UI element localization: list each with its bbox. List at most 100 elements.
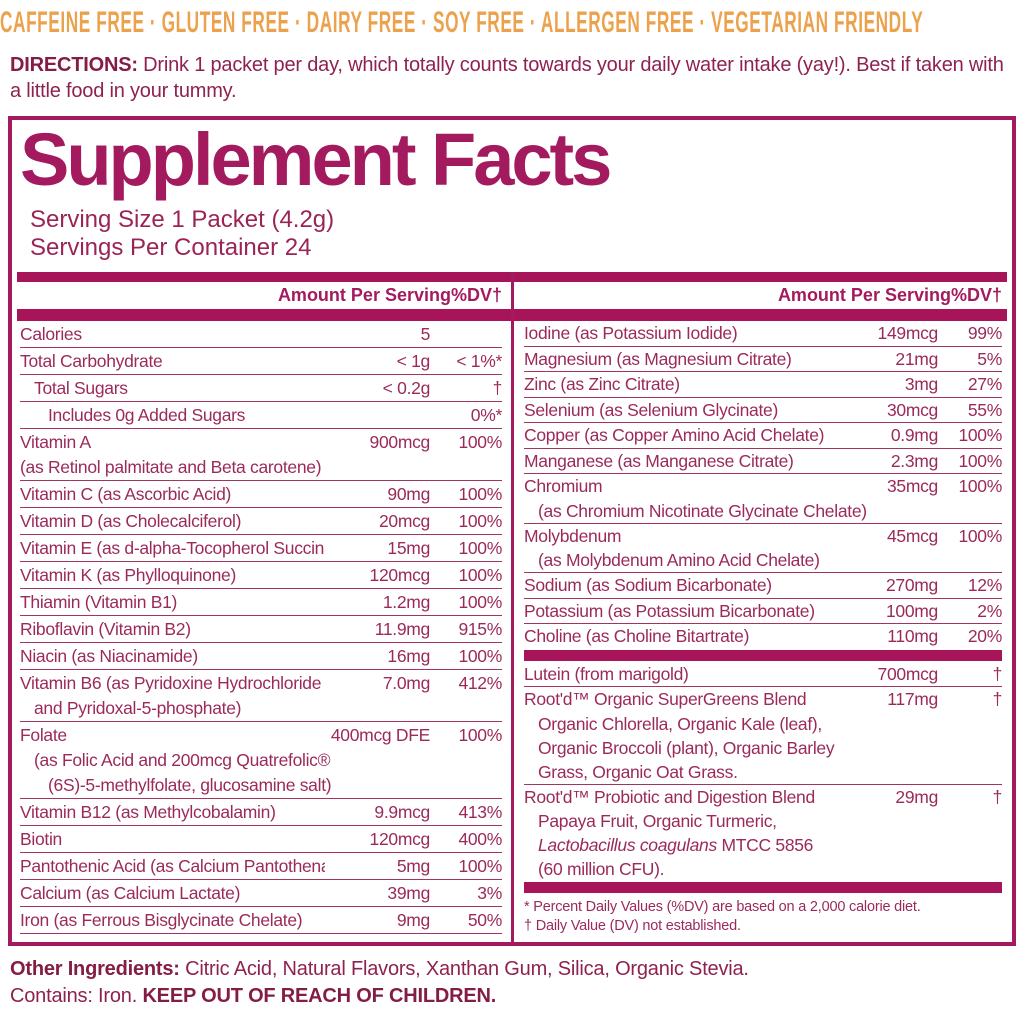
nutrient-label: Riboflavin (Vitamin B2) bbox=[20, 619, 191, 639]
nutrient-row: Copper (as Copper Amino Acid Chelate) 0.9… bbox=[524, 423, 1002, 449]
nutrient-row: Vitamin B12 (as Methylcobalamin) 9.9mcg 41… bbox=[20, 799, 502, 826]
section-divider-bar bbox=[524, 882, 1002, 893]
nutrient-label: Biotin bbox=[20, 829, 62, 849]
nutrient-source-line: Lactobacillus coagulans MTCC 5856 bbox=[538, 835, 814, 855]
nutrient-amount: 5 bbox=[420, 324, 431, 344]
nutrient-amount: 700mcg bbox=[877, 663, 939, 684]
nutrient-row: Magnesium (as Magnesium Citrate) 21mg 5% bbox=[524, 347, 1002, 372]
nutrient-amount: 11.9mg bbox=[374, 619, 431, 639]
nutrient-source-line: (as Molybdenum Amino Acid Chelate) bbox=[538, 550, 820, 570]
nutrient-amount: 0.9mg bbox=[890, 425, 938, 445]
nutrient-table: Amount Per Serving %DV† Amount Per Servi… bbox=[17, 272, 1007, 942]
column-divider-line bbox=[511, 272, 514, 942]
directions-text: Drink 1 packet per day, which totally co… bbox=[10, 54, 1004, 102]
nutrient-label: Chromium bbox=[524, 476, 603, 496]
nutrient-row: Vitamin A 900mcg 100% (as Retinol palmitate… bbox=[20, 429, 502, 481]
nutrient-source-line: (as Folic Acid and 200mcg Quatrefolic® bbox=[34, 750, 331, 770]
dv-header: %DV† bbox=[450, 285, 502, 305]
amount-per-serving-header: Amount Per Serving bbox=[777, 285, 951, 305]
nutrient-source-line: and Pyridoxal-5-phosphate) bbox=[34, 698, 242, 718]
nutrient-dv: 20% bbox=[967, 626, 1002, 646]
nutrient-row: Riboflavin (Vitamin B2) 11.9mg 915% bbox=[20, 616, 502, 643]
nutrient-row: Thiamin (Vitamin B1) 1.2mg 100% bbox=[20, 589, 502, 616]
nutrient-row: Calcium (as Calcium Lactate) 39mg 3% bbox=[20, 880, 502, 907]
nutrient-dv: 100% bbox=[458, 538, 502, 558]
nutrient-row: Vitamin C (as Ascorbic Acid) 90mg 100% bbox=[20, 481, 502, 508]
nutrient-amount: 90mg bbox=[387, 484, 430, 504]
servings-per-container: Servings Per Container 24 bbox=[30, 234, 312, 261]
nutrient-row: Includes 0g Added Sugars 0%* bbox=[20, 402, 502, 429]
nutrient-dv: 100% bbox=[958, 525, 1002, 546]
nutrient-label: Root'd™ Probiotic and Digestion Blend bbox=[524, 786, 815, 807]
nutrient-row: Vitamin K (as Phylloquinone) 120mcg 100% bbox=[20, 562, 502, 589]
nutrient-amount: 15mg bbox=[387, 538, 430, 558]
dv-header: %DV† bbox=[950, 285, 1002, 305]
nutrient-amount: 120mcg bbox=[369, 829, 431, 849]
contains-text: Contains: Iron. bbox=[10, 985, 143, 1007]
supplement-facts-panel: Supplement Facts Serving Size 1 Packet (… bbox=[8, 116, 1016, 946]
amount-per-serving-header: Amount Per Serving bbox=[277, 285, 451, 305]
keep-out-warning: KEEP OUT OF REACH OF CHILDREN. bbox=[142, 985, 497, 1007]
nutrient-row: Niacin (as Niacinamide) 16mg 100% bbox=[20, 643, 502, 670]
nutrient-dv: 0%* bbox=[470, 405, 503, 425]
nutrient-label: Iodine (as Potassium Iodide) bbox=[524, 323, 738, 343]
nutrient-dv: 100% bbox=[958, 425, 1002, 445]
nutrient-column-right: Iodine (as Potassium Iodide) 149mcg 99% Mag… bbox=[512, 321, 1007, 942]
nutrient-row: Iron (as Ferrous Bisglycinate Chelate) 9m… bbox=[20, 907, 502, 934]
nutrient-label: Vitamin C (as Ascorbic Acid) bbox=[20, 484, 232, 504]
nutrient-source-line: (6S)-5-methylfolate, glucosamine salt) bbox=[48, 775, 332, 795]
nutrient-row: Root'd™ Organic SuperGreens Blend 117mg † O… bbox=[524, 687, 1002, 785]
nutrient-label: Zinc (as Zinc Citrate) bbox=[524, 374, 680, 394]
nutrient-label: Manganese (as Manganese Citrate) bbox=[524, 450, 794, 471]
nutrient-label: Vitamin D (as Cholecalciferol) bbox=[20, 511, 242, 531]
nutrient-row: Biotin 120mcg 400% bbox=[20, 826, 502, 853]
free-from-banner-text: CAFFEINE FREE · GLUTEN FREE · DAIRY FREE… bbox=[0, 6, 924, 38]
nutrient-dv: 100% bbox=[458, 511, 502, 531]
nutrient-source-line: Organic Broccoli (plant), Organic Barley bbox=[538, 737, 835, 758]
nutrient-amount: 270mg bbox=[885, 575, 938, 595]
nutrient-label: Magnesium (as Magnesium Citrate) bbox=[524, 348, 792, 369]
nutrient-amount: 120mcg bbox=[369, 565, 431, 585]
nutrient-dv: 100% bbox=[458, 484, 502, 504]
nutrient-row: Sodium (as Sodium Bicarbonate) 270mg 12% bbox=[524, 573, 1002, 599]
nutrient-amount: 900mcg bbox=[369, 432, 431, 452]
nutrient-dv: 100% bbox=[458, 565, 502, 585]
nutrient-amount: < 0.2g bbox=[382, 378, 431, 398]
nutrient-amount: 5mg bbox=[396, 856, 430, 876]
nutrient-label: Molybdenum bbox=[524, 525, 622, 546]
nutrient-row: Zinc (as Zinc Citrate) 3mg 27% bbox=[524, 372, 1002, 398]
nutrient-amount: 16mg bbox=[387, 646, 430, 666]
nutrient-label: Choline (as Choline Bitartrate) bbox=[524, 626, 750, 646]
nutrient-row: Vitamin D (as Cholecalciferol) 20mcg 100% bbox=[20, 508, 502, 535]
column-header-right: Amount Per Serving %DV† bbox=[512, 282, 1007, 309]
nutrient-amount: 20mcg bbox=[378, 511, 430, 531]
serving-size: Serving Size 1 Packet (4.2g) bbox=[30, 206, 335, 233]
nutrient-row: Lutein (from marigold) 700mcg † bbox=[524, 662, 1002, 687]
nutrient-columns: Calories 5 Total Carbohydrate < 1g < 1%* Tota… bbox=[17, 321, 1007, 942]
nutrient-dv: 100% bbox=[458, 856, 502, 876]
nutrient-dv: 100% bbox=[458, 592, 502, 612]
other-ingredients-paragraph: Other Ingredients: Citric Acid, Natural … bbox=[10, 956, 1012, 1010]
nutrient-dv: 3% bbox=[477, 883, 502, 903]
nutrient-row: Selenium (as Selenium Glycinate) 30mcg 55% bbox=[524, 398, 1002, 423]
nutrient-dv: 12% bbox=[967, 575, 1002, 595]
nutrient-amount: 9.9mcg bbox=[374, 802, 430, 822]
column-header-row: Amount Per Serving %DV† Amount Per Servi… bbox=[17, 282, 1007, 309]
nutrient-label: Sodium (as Sodium Bicarbonate) bbox=[524, 575, 772, 595]
nutrient-label: Pantothenic Acid (as Calcium Pantothenat… bbox=[20, 856, 325, 876]
nutrient-dv: 100% bbox=[458, 725, 502, 745]
nutrient-amount: 9mg bbox=[396, 910, 430, 930]
free-from-banner: CAFFEINE FREE · GLUTEN FREE · DAIRY FREE… bbox=[0, 0, 1024, 38]
contains-line: Contains: Iron. KEEP OUT OF REACH OF CHI… bbox=[10, 983, 1012, 1010]
nutrient-dv: 413% bbox=[458, 802, 502, 822]
section-divider-bar bbox=[524, 649, 1002, 661]
nutrient-label: Includes 0g Added Sugars bbox=[48, 405, 246, 425]
footnotes: * Percent Daily Values (%DV) are based o… bbox=[524, 898, 1002, 942]
nutrient-row: Vitamin E (as d-alpha-Tocopherol Succina… bbox=[20, 535, 502, 562]
nutrient-label: Thiamin (Vitamin B1) bbox=[20, 592, 178, 612]
directions-paragraph: DIRECTIONS: Drink 1 packet per day, whic… bbox=[10, 52, 1012, 104]
nutrient-dv: 2% bbox=[977, 600, 1002, 621]
nutrient-source-line: Organic Chlorella, Organic Kale (leaf), bbox=[538, 713, 822, 734]
nutrient-amount: < 1g bbox=[396, 351, 431, 371]
